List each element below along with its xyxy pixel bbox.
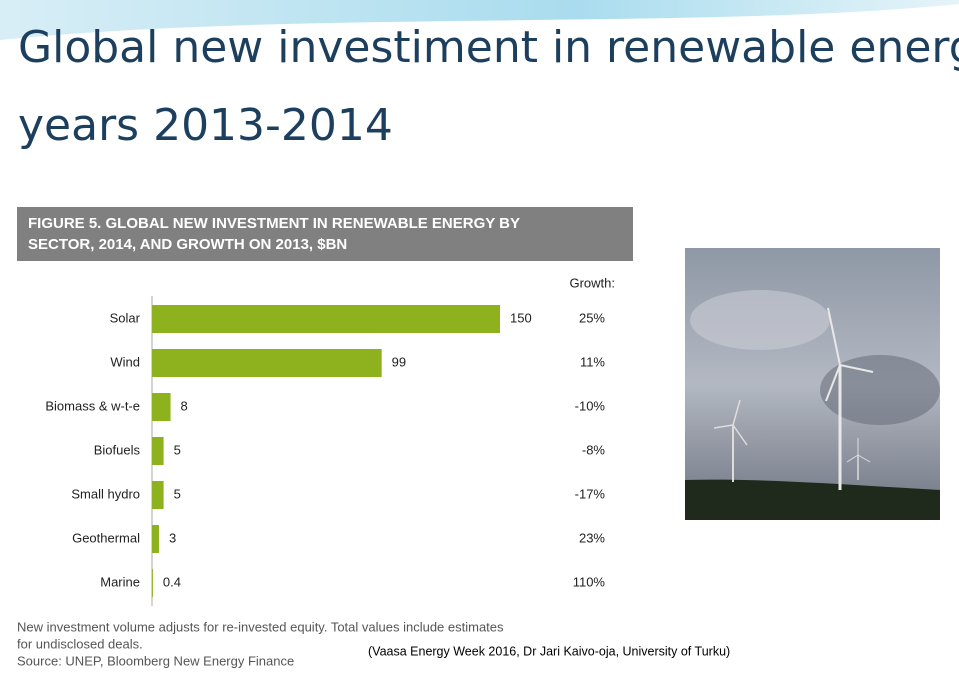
data-label: 3 [169, 530, 176, 545]
growth-label: 11% [580, 354, 605, 369]
note: New investment volume adjusts for re-inv… [17, 619, 504, 634]
data-label: 5 [174, 442, 181, 457]
header-swoosh [0, 0, 959, 40]
figure-header [17, 207, 633, 261]
category-label: Geothermal [72, 530, 140, 545]
data-label: 0.4 [163, 574, 181, 589]
data-label: 99 [392, 354, 406, 369]
bar [152, 481, 164, 509]
growth-label: 110% [573, 574, 606, 589]
bar [152, 393, 171, 421]
category-label: Biomass & w-t-e [45, 398, 140, 413]
note: for undisclosed deals. [17, 636, 143, 651]
data-label: 150 [510, 310, 532, 325]
growth-label: 25% [579, 310, 605, 325]
category-label: Marine [100, 574, 140, 589]
figure-title: SECTOR, 2014, AND GROWTH ON 2013, $BN [28, 236, 347, 253]
bar [152, 569, 153, 597]
bar [152, 305, 500, 333]
category-label: Solar [110, 310, 141, 325]
caption: (Vaasa Energy Week 2016, Dr Jari Kaivo-o… [368, 644, 730, 658]
bar [152, 349, 382, 377]
growth-label: 23% [579, 530, 605, 545]
bar [152, 437, 164, 465]
category-label: Biofuels [94, 442, 141, 457]
wind-turbine-photo [685, 248, 940, 520]
note: Source: UNEP, Bloomberg New Energy Finan… [17, 653, 294, 668]
category-label: Wind [110, 354, 140, 369]
growth-label: -17% [575, 486, 606, 501]
growth-header: Growth: [569, 275, 615, 290]
data-label: 8 [181, 398, 188, 413]
slide-title: years 2013-2014 [18, 100, 393, 151]
slide-title: Global new investiment in renewable ener… [18, 22, 959, 73]
figure-panel [10, 197, 666, 675]
bar [152, 525, 159, 553]
category-label: Small hydro [71, 486, 140, 501]
growth-label: -10% [575, 398, 606, 413]
data-label: 5 [174, 486, 181, 501]
growth-label: -8% [582, 442, 606, 457]
figure-title: FIGURE 5. GLOBAL NEW INVESTMENT IN RENEW… [28, 215, 520, 232]
